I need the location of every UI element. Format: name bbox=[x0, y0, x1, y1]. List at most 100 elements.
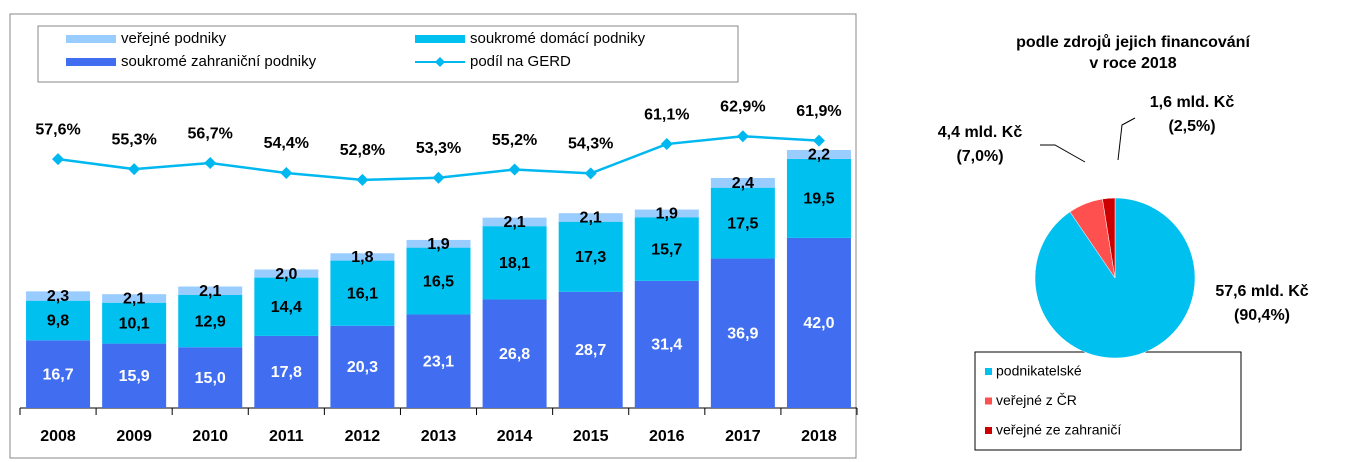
x-tick-label: 2008 bbox=[40, 428, 76, 445]
pie-value-label: (2,5%) bbox=[1168, 118, 1215, 135]
bar-label: 12,9 bbox=[195, 313, 226, 330]
bar-label: 18,1 bbox=[499, 255, 530, 272]
bar-segment bbox=[786, 150, 851, 159]
x-tick-label: 2018 bbox=[801, 428, 837, 445]
legend-label: soukromé domácí podniky bbox=[470, 30, 646, 47]
bar-segment bbox=[558, 221, 623, 292]
bar-label: 17,8 bbox=[271, 364, 302, 381]
leader-line bbox=[1040, 144, 1086, 163]
legend-label: podnikatelské bbox=[996, 363, 1082, 379]
line-marker bbox=[280, 166, 293, 179]
x-tick-label: 2015 bbox=[573, 428, 609, 445]
bar-label: 2,1 bbox=[503, 214, 525, 231]
bar-label: 23,1 bbox=[423, 353, 454, 370]
legend-label: veřejné z ČR bbox=[996, 392, 1077, 408]
pie-amount-label: 57,6 mld. Kč bbox=[1215, 283, 1308, 300]
legend-swatch bbox=[66, 58, 116, 66]
bar-label: 16,7 bbox=[42, 366, 73, 383]
bar-label: 2,0 bbox=[275, 266, 297, 283]
line-marker bbox=[508, 163, 521, 176]
line-marker bbox=[356, 173, 369, 186]
bar-label: 42,0 bbox=[803, 315, 834, 332]
pie-title: v roce 2018 bbox=[1089, 55, 1176, 72]
legend-label: veřejné ze zahraničí bbox=[996, 422, 1121, 438]
x-tick-label: 2012 bbox=[345, 428, 381, 445]
bar-segment bbox=[330, 325, 395, 408]
pie-value-label: (7,0%) bbox=[956, 148, 1003, 165]
bar-segment bbox=[786, 237, 851, 408]
line-marker bbox=[52, 153, 65, 166]
x-tick-label: 2017 bbox=[725, 428, 761, 445]
legend-swatch bbox=[66, 35, 116, 43]
bar-label: 14,4 bbox=[271, 299, 302, 316]
bar-label: 1,9 bbox=[427, 236, 449, 253]
bar-segment bbox=[102, 343, 167, 408]
bar-label: 16,1 bbox=[347, 285, 378, 302]
bar-segment bbox=[634, 217, 699, 281]
line-label: 54,3% bbox=[568, 136, 613, 153]
bar-segment bbox=[102, 294, 167, 303]
line-marker bbox=[432, 171, 445, 184]
bar-label: 16,5 bbox=[423, 273, 454, 290]
line-marker bbox=[812, 134, 825, 147]
line-label: 57,6% bbox=[35, 121, 80, 138]
line-label: 62,9% bbox=[720, 98, 765, 115]
bar-segment bbox=[406, 239, 471, 248]
line-marker bbox=[584, 167, 597, 180]
bar-label: 1,9 bbox=[656, 206, 678, 223]
bar-segment bbox=[330, 253, 395, 261]
line-label: 52,8% bbox=[340, 142, 385, 159]
line-label: 55,3% bbox=[111, 131, 156, 148]
line-label: 53,3% bbox=[416, 140, 461, 157]
bar-label: 2,4 bbox=[732, 175, 754, 192]
bar-segment bbox=[102, 302, 167, 344]
legend-label: soukromé zahraniční podniky bbox=[121, 53, 317, 70]
bar-segment bbox=[406, 314, 471, 408]
bar-segment bbox=[634, 280, 699, 408]
bar-label: 17,5 bbox=[727, 215, 758, 232]
legend-swatch bbox=[985, 397, 992, 405]
bar-segment bbox=[710, 258, 775, 408]
pie-slice bbox=[1102, 197, 1116, 279]
leader-line bbox=[1117, 117, 1136, 161]
bar-label: 19,5 bbox=[803, 191, 834, 208]
bar-label: 15,0 bbox=[195, 370, 226, 387]
line-marker bbox=[128, 163, 141, 176]
pie-value-label: (90,4%) bbox=[1234, 307, 1290, 324]
line-label: 61,9% bbox=[796, 103, 841, 120]
bar-segment bbox=[786, 158, 851, 238]
pie-amount-label: 4,4 mld. Kč bbox=[938, 124, 1023, 141]
bar-label: 15,7 bbox=[651, 241, 682, 258]
line-label: 54,4% bbox=[264, 135, 309, 152]
bar-segment bbox=[330, 260, 395, 326]
bar-label: 9,8 bbox=[47, 313, 69, 330]
bar-label: 31,4 bbox=[651, 337, 682, 354]
legend-swatch bbox=[415, 35, 465, 43]
bar-segment bbox=[26, 300, 91, 341]
bar-label: 1,8 bbox=[351, 249, 373, 266]
bar-label: 2,1 bbox=[199, 283, 221, 300]
legend-swatch bbox=[985, 368, 992, 375]
line-marker bbox=[204, 157, 217, 170]
bar-segment bbox=[482, 217, 547, 227]
bar-segment bbox=[710, 177, 775, 188]
bar-label: 10,1 bbox=[119, 315, 150, 332]
bar-segment bbox=[178, 286, 243, 296]
bar-segment bbox=[558, 213, 623, 222]
bar-label: 2,1 bbox=[123, 291, 145, 308]
bar-label: 26,8 bbox=[499, 346, 530, 363]
x-tick-label: 2013 bbox=[421, 428, 457, 445]
line-marker bbox=[736, 130, 749, 143]
bar-label: 2,2 bbox=[808, 147, 830, 164]
bar-label: 2,1 bbox=[580, 210, 602, 227]
bar-label: 2,3 bbox=[47, 288, 69, 305]
bar-label: 20,3 bbox=[347, 359, 378, 376]
bar-segment bbox=[178, 347, 243, 408]
bar-segment bbox=[482, 226, 547, 300]
line-label: 55,2% bbox=[492, 132, 537, 149]
legend-swatch bbox=[985, 427, 992, 434]
bar-segment bbox=[254, 269, 319, 278]
legend-box bbox=[37, 25, 739, 83]
bar-segment bbox=[634, 209, 699, 218]
